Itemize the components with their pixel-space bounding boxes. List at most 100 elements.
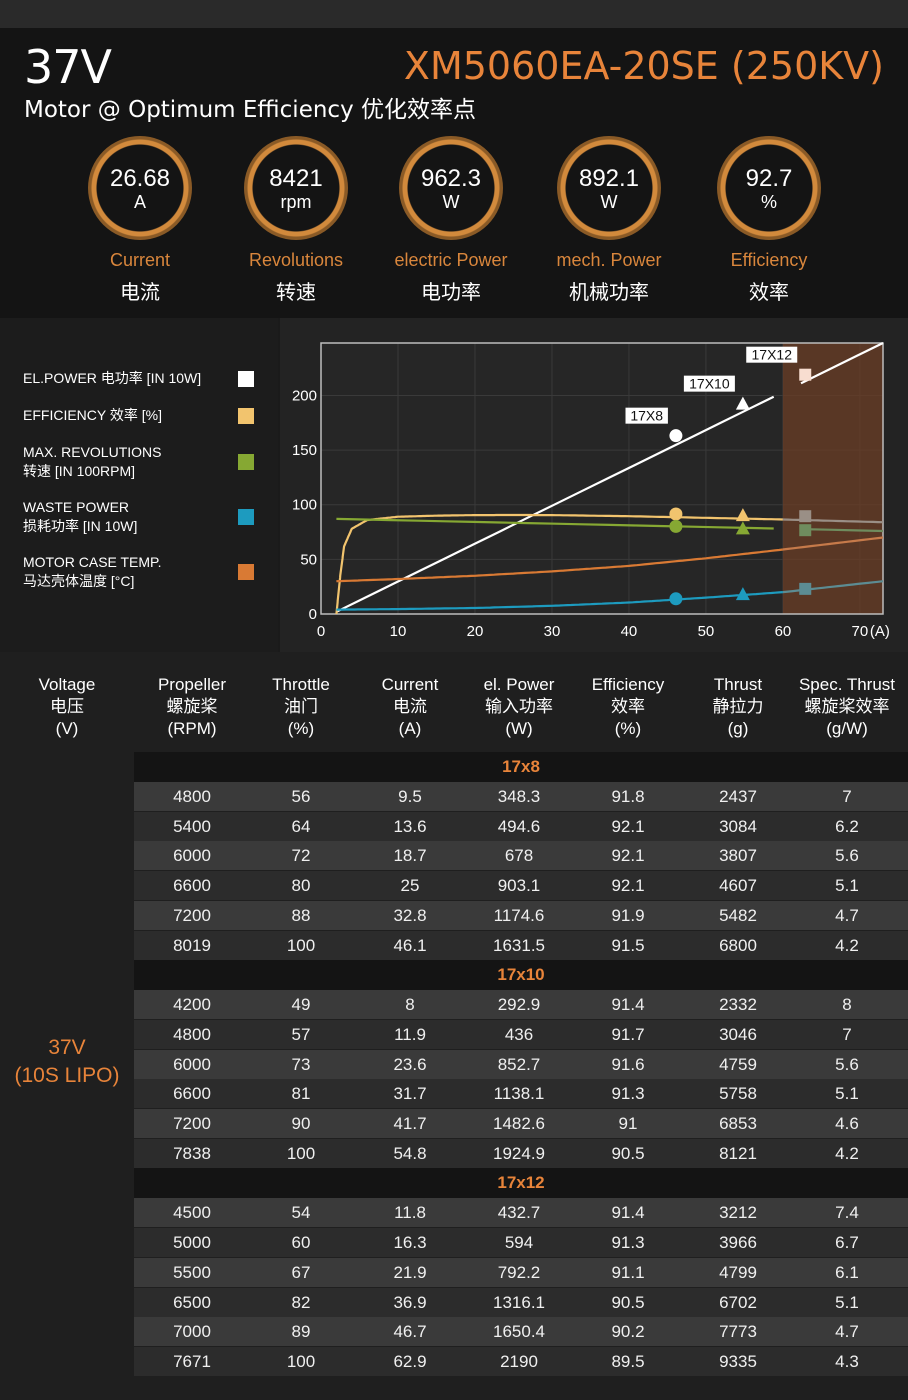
- table-cell: 100: [286, 1143, 316, 1163]
- table-cell: 82: [291, 1292, 311, 1312]
- table-row: 6000 73 23.6 852.7 91.6 4759 5.6: [134, 1049, 908, 1079]
- table-cell: 60: [291, 1233, 311, 1253]
- table-cell: 7: [842, 1024, 852, 1044]
- table-cell: 9.5: [398, 787, 422, 806]
- legend-label: MAX. REVOLUTIONS: [23, 444, 162, 460]
- table-cell: 91.8: [611, 787, 645, 806]
- table-cell: 73: [291, 1054, 311, 1074]
- marker-revolutions: [735, 521, 750, 535]
- table-cell: 436: [504, 1024, 534, 1044]
- chart-panel: EL.POWER 电功率 [IN 10W] EFFICIENCY 效率 [%] MA…: [0, 318, 908, 652]
- table-cell: 1631.5: [493, 935, 545, 955]
- table-cell: 5.1: [835, 876, 859, 896]
- table-row: 6600 80 25 903.1 92.1 4607 5.1: [134, 871, 908, 901]
- table-cell: 8121: [719, 1143, 757, 1163]
- table-cell: 91.7: [611, 1024, 645, 1044]
- gauge-label-en: Revolutions: [248, 250, 344, 270]
- table-cell: 11.9: [394, 1024, 426, 1044]
- table-cell: 8: [405, 995, 415, 1015]
- table-cell: 54.8: [393, 1143, 427, 1163]
- column-header: Propeller 螺旋桨 (RPM): [132, 674, 252, 740]
- table-cell: 90.5: [611, 1292, 645, 1312]
- table-cell: 4.3: [835, 1351, 859, 1371]
- y-tick-label: 50: [300, 551, 317, 568]
- column-header-line: Propeller: [157, 675, 227, 694]
- table-cell: 5.1: [835, 1292, 859, 1312]
- table-cell: 54: [291, 1203, 311, 1223]
- table-cell: 5.6: [835, 1054, 859, 1074]
- table-cell: 292.9: [497, 995, 541, 1015]
- table-cell: 6.1: [835, 1262, 859, 1282]
- legend-swatch: [238, 408, 254, 424]
- table-cell: 2437: [719, 787, 757, 806]
- table-cell: 49: [291, 995, 311, 1015]
- legend-label: MOTOR CASE TEMP.: [23, 554, 162, 570]
- table-cell: 6000: [173, 846, 211, 866]
- subtitle: Motor @ Optimum Efficiency 优化效率点: [24, 97, 476, 123]
- point-label: 17X8: [630, 408, 663, 424]
- plot-frame: [320, 342, 884, 615]
- table-row: 5000 60 16.3 594 91.3 3966 6.7: [134, 1228, 908, 1258]
- gauge-unit: W: [442, 192, 460, 212]
- column-header-line: 油门: [284, 697, 318, 716]
- table-cell: 90.5: [611, 1143, 645, 1163]
- series-line-revolutions: [336, 517, 774, 530]
- table-cell: 3966: [719, 1233, 757, 1253]
- y-tick-label: 200: [292, 387, 317, 404]
- gauge-ring: 8421 rpm: [244, 136, 348, 240]
- table-cell: 100: [286, 935, 316, 955]
- column-header: Throttle 油门 (%): [251, 674, 351, 740]
- table-cell: 4800: [173, 787, 211, 806]
- gauge-label-en: Efficiency: [730, 250, 808, 270]
- table-cell: 72: [291, 846, 311, 866]
- table-cell: 6600: [173, 876, 211, 896]
- table-cell: 792.2: [497, 1262, 541, 1282]
- table-cell: 32.8: [393, 905, 427, 925]
- marker-efficiency: [669, 507, 683, 521]
- marker-waste_power: [669, 592, 683, 606]
- gauge-label-cn: 电功率: [421, 282, 481, 304]
- series-line-case_temp: [336, 548, 784, 583]
- column-header-line: Current: [381, 675, 439, 694]
- table-cell: 6.2: [835, 816, 859, 836]
- x-tick-label: 0: [317, 623, 325, 640]
- series-line-revolutions-overload: [800, 528, 884, 533]
- table-cell: 89.5: [611, 1351, 645, 1371]
- series-line-efficiency: [335, 513, 783, 615]
- table-cell: 89: [291, 1322, 311, 1342]
- propeller-group-title: 17x12: [134, 1168, 908, 1199]
- gauge-unit: %: [760, 192, 777, 212]
- table-cell: 23.6: [393, 1054, 427, 1074]
- propeller-group-title: 17x8: [134, 752, 908, 782]
- table-cell: 25: [400, 876, 420, 896]
- table-cell: 6.7: [835, 1233, 859, 1253]
- column-header-line: (%): [614, 719, 642, 738]
- overload-region: [782, 343, 883, 614]
- gauge-unit: A: [133, 192, 146, 212]
- table-cell: 91.3: [611, 1233, 645, 1253]
- point-label-box: [746, 346, 798, 363]
- gauge-label-cn: 电流: [120, 282, 160, 304]
- column-header-line: 螺旋桨效率: [804, 697, 890, 716]
- y-tick-label: 150: [292, 442, 317, 459]
- column-header-line: 电流: [393, 697, 427, 716]
- gauge-unit: rpm: [280, 192, 312, 212]
- table-cell: 8019: [173, 935, 211, 955]
- column-header-line: (g): [727, 719, 749, 738]
- gauge-1: 8421 rpm Revolutions 转速: [226, 136, 366, 311]
- table-row: 6000 72 18.7 678 92.1 3807 5.6: [134, 841, 908, 871]
- table-cell: 4.6: [835, 1114, 859, 1133]
- legend-swatch: [238, 509, 254, 525]
- column-header-line: Efficiency: [591, 675, 665, 694]
- table-cell: 5400: [173, 816, 211, 836]
- column-header-line: Spec. Thrust: [798, 675, 896, 694]
- table-cell: 9335: [719, 1351, 757, 1371]
- column-header: Efficiency 效率 (%): [573, 674, 683, 740]
- gauge-0: 26.68 A Current 电流: [70, 136, 210, 311]
- table-cell: 4800: [173, 1024, 211, 1044]
- legend-label-cn: 损耗功率 [IN 10W]: [23, 518, 138, 534]
- model-title: XM5060EA-20SE (250KV): [403, 44, 884, 88]
- side-label-line: (10S LIPO): [14, 1064, 120, 1087]
